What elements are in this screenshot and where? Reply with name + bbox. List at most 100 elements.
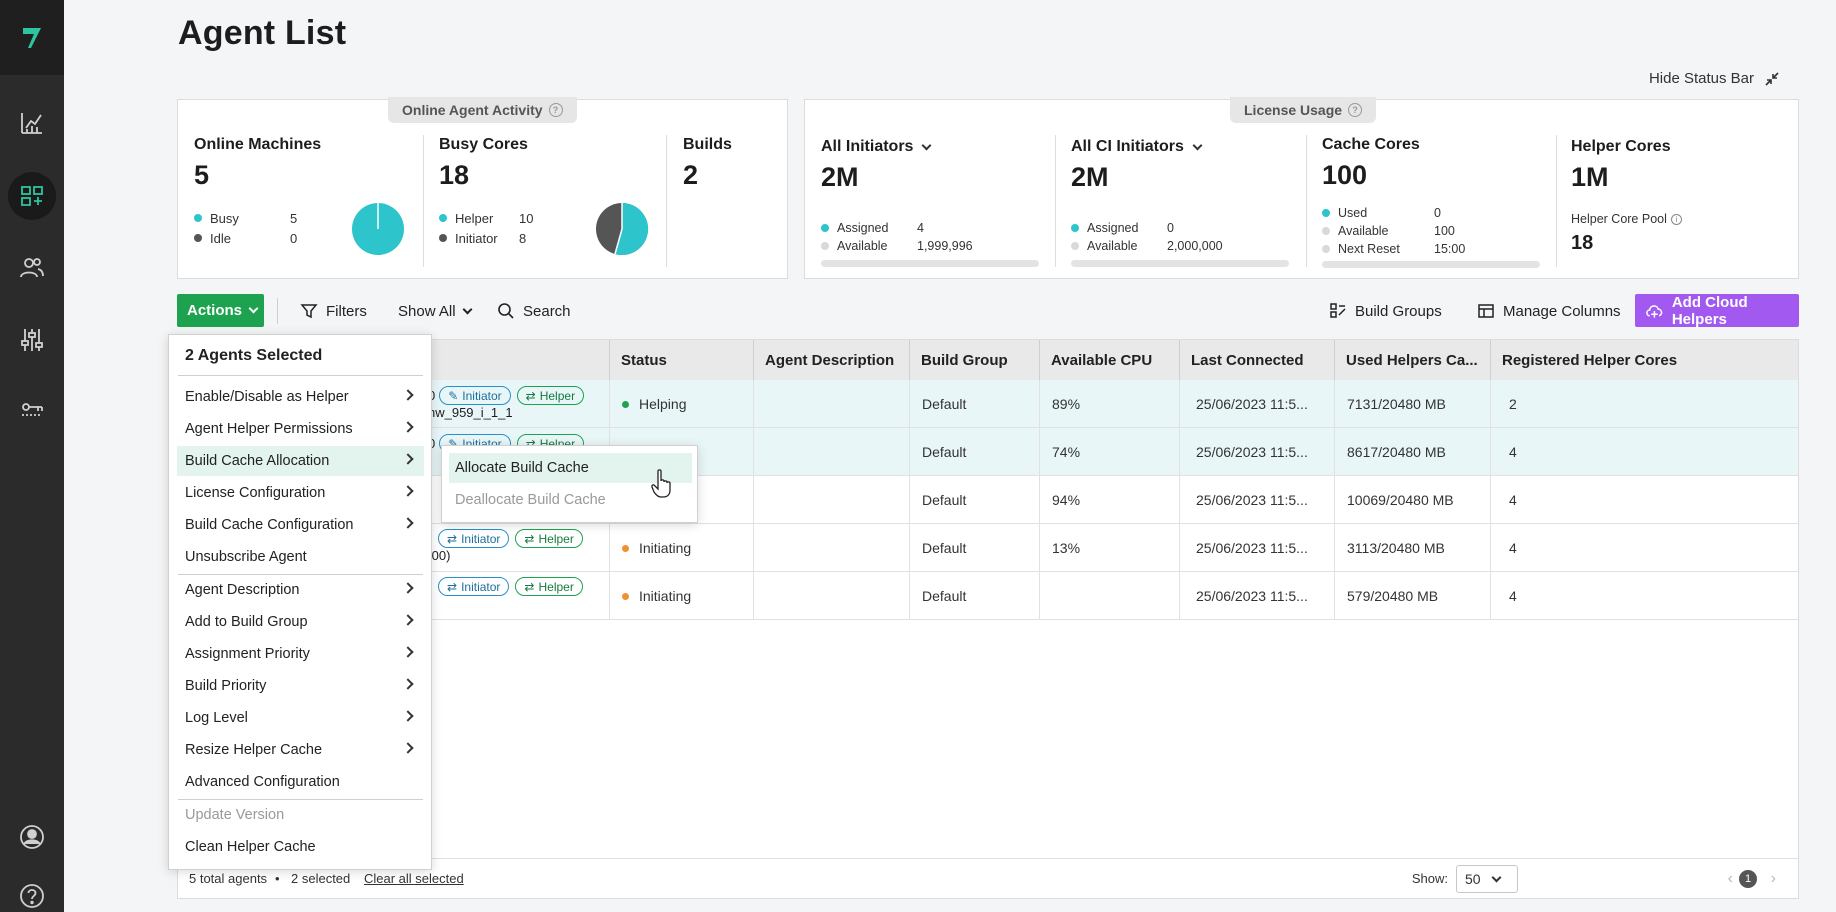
clear-all-selected-link[interactable]: Clear all selected (364, 871, 464, 886)
table-row[interactable]: Default 94% 25/06/2023 11:5... 10069/204… (178, 476, 1798, 524)
column-header-status[interactable]: Status (609, 340, 753, 380)
divider (1055, 135, 1056, 267)
menu-item-assignment-priority[interactable]: Assignment Priority (177, 639, 424, 669)
settings-sliders-icon[interactable] (8, 316, 56, 364)
menu-item-advanced-configuration[interactable]: Advanced Configuration (177, 767, 424, 797)
help-icon[interactable] (8, 872, 56, 912)
legend-value: 0 (290, 230, 298, 246)
analytics-icon[interactable] (8, 99, 56, 147)
metric-value: 5 (194, 160, 210, 190)
panel-label-text: Online Agent Activity (402, 102, 543, 118)
legend-value: 8 (519, 230, 527, 246)
menu-item-resize-helper-cache[interactable]: Resize Helper Cache (177, 735, 424, 765)
selected-count-text: 2 selected (291, 871, 351, 886)
menu-item-license-configuration[interactable]: License Configuration (177, 478, 424, 508)
menu-item-build-cache-allocation[interactable]: Build Cache Allocation (177, 446, 424, 476)
info-icon[interactable]: i (1670, 213, 1682, 225)
description-cell (753, 524, 909, 572)
chevron-right-icon (402, 614, 414, 626)
profile-icon[interactable] (8, 813, 56, 861)
cores-cell: 2 (1490, 380, 1799, 428)
helper-chip: ⇄ Helper (516, 386, 585, 405)
column-header-available-cpu[interactable]: Available CPU (1039, 340, 1179, 380)
all-initiators-legend: Assigned 4 Available 1,999,996 (821, 219, 973, 255)
menu-item-agent-helper-permissions[interactable]: Agent Helper Permissions (177, 414, 424, 444)
metric-title: Helper Cores (1571, 138, 1671, 155)
last-connected-cell: 25/06/2023 11:5... (1179, 476, 1334, 524)
keys-icon[interactable] (8, 387, 56, 435)
metric-value: 100 (1322, 160, 1368, 190)
menu-item-unsubscribe-agent[interactable]: Unsubscribe Agent (177, 542, 424, 572)
table-row[interactable]: 0 ✎Initiator ⇄Helper nw_959_i_1_1 Helpin… (178, 380, 1798, 428)
hide-status-bar-button[interactable]: Hide Status Bar (1649, 70, 1780, 87)
cache-cell: 7131/20480 MB (1334, 380, 1490, 428)
show-all-dropdown[interactable]: Show All (398, 298, 472, 324)
add-cloud-helpers-button[interactable]: Add Cloud Helpers (1635, 293, 1799, 328)
add-cloud-helpers-label: Add Cloud Helpers (1671, 293, 1748, 328)
bullet-separator: • (275, 871, 280, 886)
cloud-add-icon (1646, 304, 1663, 318)
manage-columns-label: Manage Columns (1503, 302, 1621, 320)
last-connected-cell: 25/06/2023 11:5... (1179, 524, 1334, 572)
logo-icon[interactable] (0, 0, 64, 75)
status-text: Helping (639, 396, 687, 412)
legend-value: 0 (1434, 206, 1441, 220)
menu-item-enable-disable-helper[interactable]: Enable/Disable as Helper (177, 382, 424, 412)
agents-icon[interactable] (8, 172, 56, 220)
legend-key: Available (1338, 224, 1389, 238)
chevron-right-icon (402, 678, 414, 690)
search-button[interactable]: Search (497, 298, 571, 324)
build-groups-label: Build Groups (1355, 302, 1442, 320)
prev-page-icon[interactable]: ‹ (1727, 869, 1733, 887)
current-page-badge[interactable]: 1 (1739, 869, 1757, 888)
page-size-select[interactable]: 50 (1456, 865, 1518, 893)
status-dot (622, 592, 629, 600)
table-row[interactable]: ⇄ Initiator ⇄ Helper Initiating Default 25… (178, 572, 1798, 620)
column-header-used-helpers-cache[interactable]: Used Helpers Ca... (1334, 340, 1490, 380)
users-icon[interactable] (8, 244, 56, 292)
menu-item-label: Assignment Priority (185, 646, 310, 662)
cache-cores-metric: Cache Cores 100 (1322, 136, 1420, 191)
column-header-agent-description[interactable]: Agent Description (753, 340, 909, 380)
cpu-cell: 74% (1039, 428, 1179, 476)
table-row[interactable]: ⇄ Initiator ⇄ Helper .00) Initiating Defau… (178, 524, 1798, 572)
description-cell (753, 380, 909, 428)
cache-cell: 10069/20480 MB (1334, 476, 1490, 524)
menu-item-label: License Configuration (185, 485, 326, 501)
legend-value: 2,000,000 (1167, 239, 1223, 253)
next-page-icon[interactable]: › (1770, 869, 1776, 887)
chip-label: Helper (538, 531, 574, 546)
all-initiators-metric[interactable]: All Initiators 2M (821, 138, 932, 193)
menu-item-build-cache-configuration[interactable]: Build Cache Configuration (177, 510, 424, 540)
cache-cell: 8617/20480 MB (1334, 428, 1490, 476)
menu-item-build-priority[interactable]: Build Priority (177, 671, 424, 701)
all-ci-initiators-metric[interactable]: All CI Initiators 2M (1071, 138, 1203, 193)
description-cell (753, 476, 909, 524)
helper-cores-metric: Helper Cores 1M (1571, 138, 1671, 193)
helper-core-pool-text: Helper Core Pool (1571, 212, 1667, 226)
actions-label: Actions (187, 302, 243, 319)
status-cell: Helping (609, 380, 753, 428)
help-question-icon[interactable]: ? (1348, 103, 1363, 117)
description-cell (753, 428, 909, 476)
build-groups-button[interactable]: Build Groups (1329, 298, 1442, 324)
metric-value: 1M (1571, 162, 1609, 192)
manage-columns-button[interactable]: Manage Columns (1477, 298, 1621, 324)
filters-button[interactable]: Filters (300, 298, 367, 324)
menu-item-add-to-build-group[interactable]: Add to Build Group (177, 607, 424, 637)
swap-icon: ⇄ (447, 531, 458, 546)
column-header-last-connected[interactable]: Last Connected (1179, 340, 1334, 380)
menu-item-clean-helper-cache[interactable]: Clean Helper Cache (177, 832, 424, 862)
submenu-item-allocate-build-cache[interactable]: Allocate Build Cache (449, 453, 692, 483)
chevron-right-icon (402, 389, 414, 401)
column-header-build-group[interactable]: Build Group (909, 340, 1039, 380)
column-header-registered-helper-cores[interactable]: Registered Helper Cores (1490, 340, 1799, 380)
help-question-icon[interactable]: ? (548, 103, 563, 117)
menu-item-log-level[interactable]: Log Level (177, 703, 424, 733)
filters-label: Filters (326, 302, 367, 320)
menu-item-label: Agent Helper Permissions (185, 421, 353, 437)
hide-status-bar-label: Hide Status Bar (1648, 70, 1754, 87)
actions-button[interactable]: Actions (177, 294, 264, 327)
cores-cell: 4 (1490, 428, 1799, 476)
menu-item-agent-description[interactable]: Agent Description (177, 575, 424, 605)
